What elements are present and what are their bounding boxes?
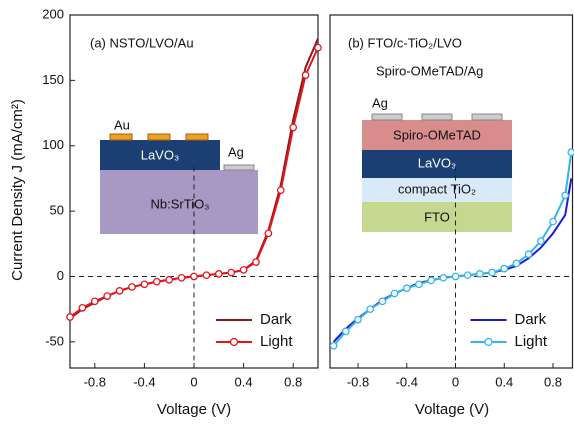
legend-label: Dark xyxy=(260,311,292,328)
electrode xyxy=(371,113,403,121)
layer xyxy=(100,140,220,170)
inset-a: Au Ag LaVO₃ Nb:SrTiO₃ xyxy=(100,117,258,234)
panel-title: (a) NSTO/LVO/Au xyxy=(90,35,194,50)
legend-marker xyxy=(229,337,239,347)
inset-label: LaVO₃ xyxy=(418,155,457,170)
data-point xyxy=(341,327,350,336)
x-tick-label: 0.8 xyxy=(544,374,562,389)
inset-label: Au xyxy=(114,117,130,132)
x-tick-label: 0 xyxy=(452,374,459,389)
data-point xyxy=(567,148,574,157)
data-point xyxy=(427,276,435,285)
panel-subtitle: Spiro-OMeTAD/Ag xyxy=(376,63,483,78)
data-point xyxy=(202,271,211,280)
data-point xyxy=(165,275,174,284)
inset-label: compact TiO₂ xyxy=(398,181,476,196)
data-point xyxy=(329,341,338,350)
inset-label: Nb:SrTiO₃ xyxy=(151,196,210,211)
y-axis-label: Current Density J (mA/cm²) xyxy=(9,99,26,281)
data-point xyxy=(289,123,298,132)
data-point xyxy=(78,304,87,312)
data-point xyxy=(103,292,112,300)
data-point xyxy=(90,297,99,306)
layer xyxy=(362,120,512,150)
layer xyxy=(362,150,512,178)
legend-label: Light xyxy=(515,333,548,350)
y-tick-label: -50 xyxy=(45,333,64,348)
panel-title: (b) FTO/c-TiO₂/LVO xyxy=(348,35,462,50)
electrode xyxy=(147,133,171,141)
data-point xyxy=(354,315,362,324)
data-point xyxy=(402,284,411,293)
x-axis-label: Voltage (V) xyxy=(415,401,489,418)
x-tick-label: 0.8 xyxy=(284,374,302,389)
data-point xyxy=(390,289,399,298)
data-point xyxy=(512,259,521,268)
legend-marker xyxy=(484,337,493,347)
data-point xyxy=(366,305,375,314)
y-tick-label: 150 xyxy=(42,72,64,87)
data-point xyxy=(378,297,387,306)
x-tick-label: -0.4 xyxy=(396,374,418,389)
x-tick-label: -0.8 xyxy=(347,374,369,389)
data-point xyxy=(439,273,448,282)
layer xyxy=(362,202,512,232)
inset-label: LaVO₃ xyxy=(141,147,180,162)
electrode xyxy=(109,133,133,141)
x-tick-label: -0.4 xyxy=(133,374,155,389)
electrode xyxy=(185,133,209,141)
legend-label: Dark xyxy=(515,311,547,328)
inset-label: Ag xyxy=(372,95,388,110)
data-point xyxy=(301,71,310,79)
data-point xyxy=(415,280,423,289)
data-point xyxy=(128,283,136,291)
data-point xyxy=(463,271,472,280)
data-point xyxy=(190,272,198,281)
data-point xyxy=(536,237,545,246)
electrode xyxy=(421,113,453,121)
data-point xyxy=(214,270,223,278)
data-point xyxy=(66,313,74,321)
electrode xyxy=(223,164,255,171)
inset-label: FTO xyxy=(424,209,450,224)
legend-label: Light xyxy=(260,333,293,350)
data-point xyxy=(227,268,236,277)
x-tick-label: 0.4 xyxy=(235,374,253,389)
x-tick-label: -0.8 xyxy=(84,374,106,389)
data-point xyxy=(314,43,322,52)
y-tick-label: 100 xyxy=(42,137,64,152)
inset-label: Ag xyxy=(228,144,244,159)
inset-b: Ag Spiro-OMeTAD LaVO₃ compact TiO₂ FTO xyxy=(362,95,512,232)
y-tick-label: 50 xyxy=(50,203,64,218)
data-point xyxy=(177,273,186,282)
data-point xyxy=(115,287,124,295)
layer xyxy=(100,170,258,234)
data-point xyxy=(500,264,509,273)
data-point xyxy=(451,272,460,281)
y-tick-label: 0 xyxy=(57,268,64,283)
data-point xyxy=(524,250,533,259)
data-point xyxy=(561,191,570,200)
data-point xyxy=(252,258,260,266)
data-point xyxy=(140,280,149,289)
x-tick-label: 0 xyxy=(190,374,197,389)
electrode xyxy=(471,113,503,121)
data-point xyxy=(239,266,248,274)
data-point xyxy=(476,270,484,278)
data-point xyxy=(488,268,496,277)
layer xyxy=(362,178,512,202)
data-point xyxy=(264,229,273,238)
data-point xyxy=(276,186,285,195)
data-point xyxy=(549,217,557,226)
y-tick-label: 200 xyxy=(42,6,64,21)
data-point xyxy=(152,277,161,286)
plot-frame xyxy=(329,14,574,369)
inset-label: Spiro-OMeTAD xyxy=(393,127,481,142)
x-tick-label: 0.4 xyxy=(495,374,513,389)
x-axis-label: Voltage (V) xyxy=(157,401,231,418)
